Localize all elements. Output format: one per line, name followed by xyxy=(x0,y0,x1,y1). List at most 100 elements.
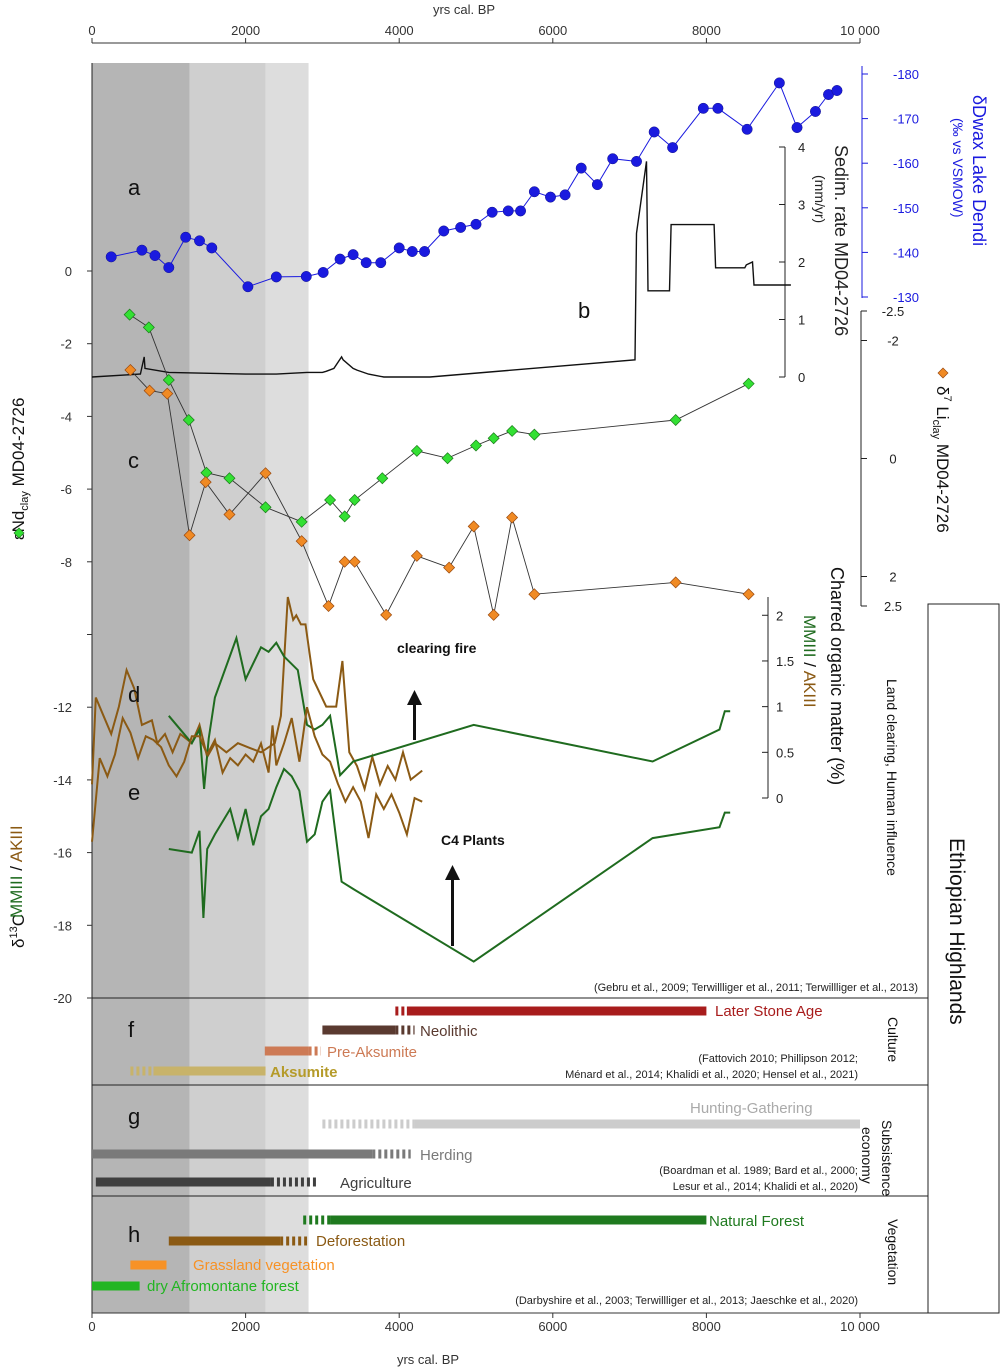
bar-label-h-3: dry Afromontane forest xyxy=(147,1278,300,1295)
li-point xyxy=(161,387,174,400)
a-unit: (‰ vs VSMOW) xyxy=(950,118,966,218)
b-axis-tick-label: 2 xyxy=(798,255,805,270)
g-side-label-2: economy xyxy=(859,1127,875,1184)
e-axis-label: δ13C xyxy=(8,914,28,948)
bar-h-3 xyxy=(92,1281,140,1291)
e-series-label-brown: AKIII xyxy=(7,825,26,862)
bar-g-0 xyxy=(414,1119,860,1129)
d-axis-tick-label: 1 xyxy=(776,700,783,715)
nd-point xyxy=(338,510,351,523)
a-point xyxy=(697,102,709,114)
a-point xyxy=(317,267,329,278)
a-point xyxy=(105,251,117,263)
nd-point xyxy=(182,414,195,427)
x-top-tick-label: 4000 xyxy=(385,23,414,38)
li-axis-tick-label: 0 xyxy=(889,452,896,467)
shade-band-0 xyxy=(92,63,190,1313)
a-point xyxy=(712,102,724,114)
x-top-tick-label: 2000 xyxy=(231,23,260,38)
nd-point xyxy=(123,308,136,321)
g-side-label-1: Subsistence xyxy=(879,1120,895,1196)
e-axis-label-sup: 13 xyxy=(8,926,20,938)
d-axis-tick-label: 1.5 xyxy=(776,654,794,669)
a-point xyxy=(741,123,753,135)
bar-label-h-2: Grassland vegetation xyxy=(193,1257,335,1274)
x-top-tick-label: 6000 xyxy=(538,23,567,38)
li-axis-label-mid: Li xyxy=(933,402,952,420)
nd-axis-label-rest: MD04-2726 xyxy=(9,398,28,492)
a-point xyxy=(270,271,282,283)
a-point xyxy=(180,231,192,243)
a-point xyxy=(791,122,803,133)
left-axis-tick-label: -4 xyxy=(60,409,72,424)
a-point xyxy=(831,85,843,96)
a-axis-tick-label: -150 xyxy=(893,201,919,216)
bar-g-2 xyxy=(95,1177,271,1187)
left-axis-tick-label: -2 xyxy=(60,337,72,352)
nd-point xyxy=(669,414,682,427)
panel-letter-a: a xyxy=(128,175,141,200)
bar-f-0 xyxy=(406,1006,707,1016)
a-point xyxy=(438,225,450,237)
a-axis-tick-label: -160 xyxy=(893,156,919,171)
li-point xyxy=(348,555,361,568)
panel-letter-f: f xyxy=(128,1017,135,1042)
left-axis-tick-label: -8 xyxy=(60,555,72,570)
d-annotation: clearing fire xyxy=(397,640,477,656)
x-bottom-tick-label: 2000 xyxy=(231,1319,260,1334)
li-axis-tick-label: -2.5 xyxy=(882,304,904,319)
a-point xyxy=(149,250,161,261)
a-point xyxy=(375,257,387,269)
a-point xyxy=(136,244,148,256)
li-axis-tick-label: 2.5 xyxy=(884,599,902,614)
li-axis-label-sub: clay xyxy=(930,420,942,440)
f-ref-2: Ménard et al., 2014; Khalidi et al., 202… xyxy=(565,1069,858,1081)
bar-label-h-1: Deforestation xyxy=(316,1233,405,1250)
a-title: δDwax Lake Dendi xyxy=(969,95,989,246)
left-axis-tick-label: -14 xyxy=(53,773,72,788)
a-axis-tick-label: -180 xyxy=(893,67,919,82)
a-point xyxy=(773,77,785,89)
e-annotation: C4 Plants xyxy=(441,832,505,848)
b-axis-tick-label: 1 xyxy=(798,313,805,328)
bar-h-1 xyxy=(168,1236,281,1246)
d-axis-tick-label: 0.5 xyxy=(776,745,794,760)
e-green-line xyxy=(168,767,731,963)
e-series-label: MMIII / AKIII xyxy=(7,825,26,918)
a-point xyxy=(559,189,571,201)
e-axis-label-rest: C xyxy=(9,914,28,926)
li-point xyxy=(467,520,480,533)
d-green-line xyxy=(168,634,731,789)
x-bottom-tick-label: 8000 xyxy=(692,1319,721,1334)
x-bottom-tick-label: 4000 xyxy=(385,1319,414,1334)
a-point xyxy=(667,142,679,154)
a-point xyxy=(648,126,660,138)
bar-label-f-1: Neolithic xyxy=(420,1023,478,1040)
panel-letter-g: g xyxy=(128,1104,140,1129)
li-point xyxy=(143,384,156,397)
bar-h-0 xyxy=(330,1215,707,1225)
f-ref-1: (Fattovich 2010; Phillipson 2012; xyxy=(698,1053,858,1065)
d-series-label: MMIII / AKIII xyxy=(800,615,819,708)
panel-letter-b: b xyxy=(578,298,590,323)
left-axis-tick-label: -12 xyxy=(53,700,72,715)
x-top-tick-label: 0 xyxy=(88,23,95,38)
nd-point xyxy=(528,428,541,441)
a-axis-tick-label: -130 xyxy=(893,290,919,305)
bar-label-h-0: Natural Forest xyxy=(709,1213,805,1230)
a-point xyxy=(470,218,482,230)
nd-point xyxy=(295,515,308,528)
li-axis-label-rest: MD04-2726 xyxy=(933,439,952,533)
a-axis-tick-label: -140 xyxy=(893,245,919,260)
a-point xyxy=(406,246,418,257)
li-point xyxy=(338,555,351,568)
li-legend-marker xyxy=(937,367,949,379)
region-label: Ethiopian Highlands xyxy=(945,838,968,1025)
a-point xyxy=(575,162,587,174)
bar-f-3 xyxy=(153,1066,266,1076)
left-axis-tick-label: 0 xyxy=(65,264,72,279)
li-point xyxy=(410,549,423,562)
x-top-tick-label: 8000 xyxy=(692,23,721,38)
a-point xyxy=(300,271,312,282)
